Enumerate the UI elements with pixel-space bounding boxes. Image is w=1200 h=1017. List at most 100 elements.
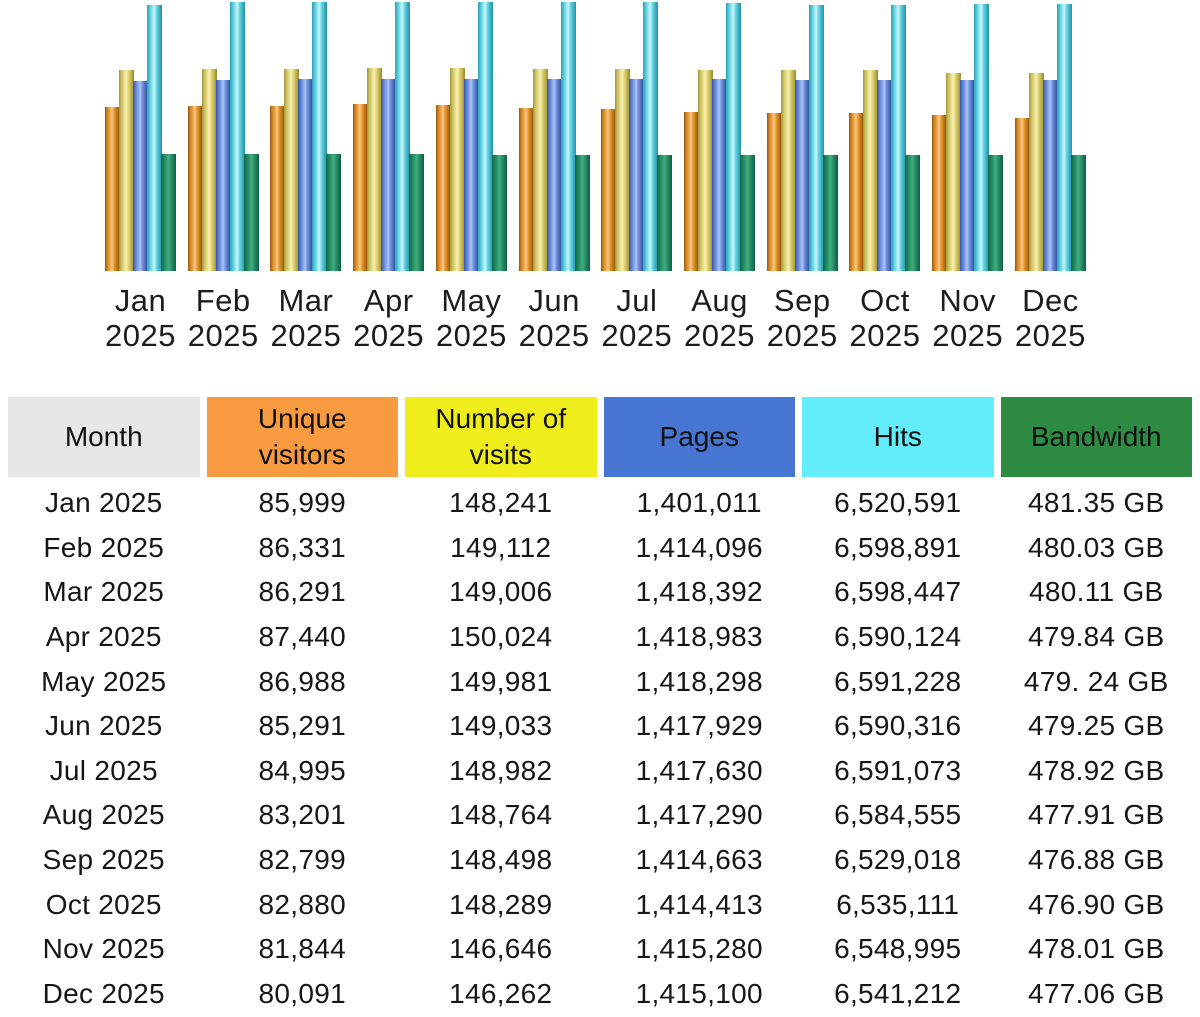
bar-group-aug [684, 0, 756, 271]
table-cell: 82,799 [258, 844, 346, 876]
bar-bandwidth [1070, 155, 1086, 271]
x-axis-label: May 2025 [436, 283, 507, 353]
month-cell: May 2025 [41, 665, 167, 697]
column-header-label: Hits [873, 421, 922, 452]
table-cell: 146,262 [449, 977, 553, 1009]
table-cell: 477.06 GB [1027, 977, 1165, 1009]
bar-unique-visitors [932, 115, 948, 271]
column-header-label: Pages [659, 421, 739, 452]
bar-number-of-visits [615, 69, 631, 271]
x-axis-year: 2025 [1014, 318, 1086, 353]
x-axis-year: 2025 [849, 318, 921, 353]
bar-unique-visitors [353, 104, 369, 271]
column-header-bandwidth: Bandwidth [1000, 397, 1192, 477]
x-axis-year: 2025 [766, 318, 838, 353]
table-cell: 6,520,591 [834, 487, 962, 519]
bar-bandwidth [326, 154, 342, 271]
x-axis-label: Oct 2025 [849, 283, 920, 353]
bar-unique-visitors [187, 106, 203, 271]
bar-number-of-visits [119, 70, 134, 271]
bar-group-dec [1014, 0, 1086, 271]
bar-hits [891, 5, 907, 271]
chart-plot-area [105, 0, 1086, 271]
column-header-label: Number of visits [435, 403, 567, 470]
table-cell: 478.01 GB [1027, 933, 1165, 965]
table-cell: 1,414,096 [635, 531, 763, 563]
bar-pages [298, 79, 314, 271]
bar-group-nov [932, 0, 1004, 271]
month-cell: Mar 2025 [43, 576, 165, 608]
table-cell: 6,598,891 [834, 531, 962, 563]
bar-bandwidth [822, 155, 838, 271]
bar-number-of-visits [532, 69, 548, 271]
column-header-pages: Pages [603, 397, 795, 477]
table-cell: 87,440 [258, 621, 346, 653]
bar-hits [643, 2, 659, 271]
bar-unique-visitors [518, 108, 534, 271]
table-cell: 149,981 [449, 665, 553, 697]
x-axis-month: Apr [363, 283, 414, 318]
month-cell: Jun 2025 [44, 710, 163, 742]
table-cell: 480.03 GB [1027, 531, 1165, 563]
table-cell: 479.25 GB [1027, 710, 1165, 742]
bar-group-jan [105, 0, 176, 271]
table-cell: 479. 24 GB [1023, 665, 1169, 697]
bar-hits [974, 4, 990, 271]
table-cell: 1,417,929 [635, 710, 763, 742]
table-cell: 148,498 [449, 844, 553, 876]
x-axis-label: Dec 2025 [1015, 283, 1086, 353]
bar-hits [147, 5, 162, 271]
bar-number-of-visits [946, 73, 962, 271]
bar-unique-visitors [684, 112, 700, 271]
table-cell: 148,289 [449, 888, 553, 920]
x-axis-month: Jun [528, 283, 580, 318]
x-axis-year: 2025 [932, 318, 1004, 353]
x-axis-year: 2025 [684, 318, 756, 353]
bar-number-of-visits [863, 70, 879, 271]
bar-unique-visitors [270, 106, 286, 271]
bar-number-of-visits [698, 70, 714, 271]
bar-hits [395, 2, 411, 271]
bar-number-of-visits [201, 69, 217, 271]
column-header-unique-visitors: Unique visitors [206, 397, 398, 477]
month-cell: Sep 2025 [42, 844, 165, 876]
table-cell: 6,591,073 [834, 754, 962, 786]
x-axis-month: Dec [1022, 283, 1079, 318]
x-axis-month: Sep [773, 283, 831, 318]
table-cell: 149,033 [449, 710, 553, 742]
x-axis-year: 2025 [601, 318, 673, 353]
x-axis-year: 2025 [353, 318, 425, 353]
bar-hits [560, 2, 576, 271]
month-cell: Jan 2025 [44, 487, 163, 519]
table-header-row: Month Unique visitors Number of visits Page… [8, 397, 1192, 477]
x-axis-month: Jan [114, 283, 167, 318]
bar-unique-visitors [1014, 118, 1030, 271]
table-cell: 86,291 [258, 576, 346, 608]
bar-number-of-visits [780, 70, 796, 271]
table-cell: 1,415,280 [635, 933, 763, 965]
bar-number-of-visits [449, 68, 465, 271]
table-cell: 479.84 GB [1027, 621, 1165, 653]
bar-group-oct [849, 0, 921, 271]
table-cell: 6,591,228 [834, 665, 962, 697]
x-axis-year: 2025 [435, 318, 507, 353]
x-axis-label: Jan 2025 [105, 283, 176, 353]
table-cell: 6,548,995 [834, 933, 962, 965]
bar-unique-visitors [105, 107, 120, 271]
table-cell: 481.35 GB [1027, 487, 1165, 519]
bar-unique-visitors [766, 113, 782, 271]
month-cell: Nov 2025 [42, 933, 165, 965]
table-cell: 146,646 [449, 933, 553, 965]
x-axis-label: Mar 2025 [270, 283, 341, 353]
x-axis-month: Feb [195, 283, 251, 318]
bar-pages [381, 79, 397, 271]
table-cell: 150,024 [449, 621, 553, 653]
monthly-history-table: Month Unique visitors Number of visits Page… [8, 397, 1192, 1016]
table-cell: 82,880 [258, 888, 346, 920]
column-header-label: Bandwidth [1030, 421, 1162, 452]
bar-group-jun [518, 0, 590, 271]
x-axis-label: Aug 2025 [684, 283, 755, 353]
table-cell: 148,982 [449, 754, 553, 786]
bar-bandwidth [243, 154, 259, 271]
bar-pages [877, 80, 893, 271]
